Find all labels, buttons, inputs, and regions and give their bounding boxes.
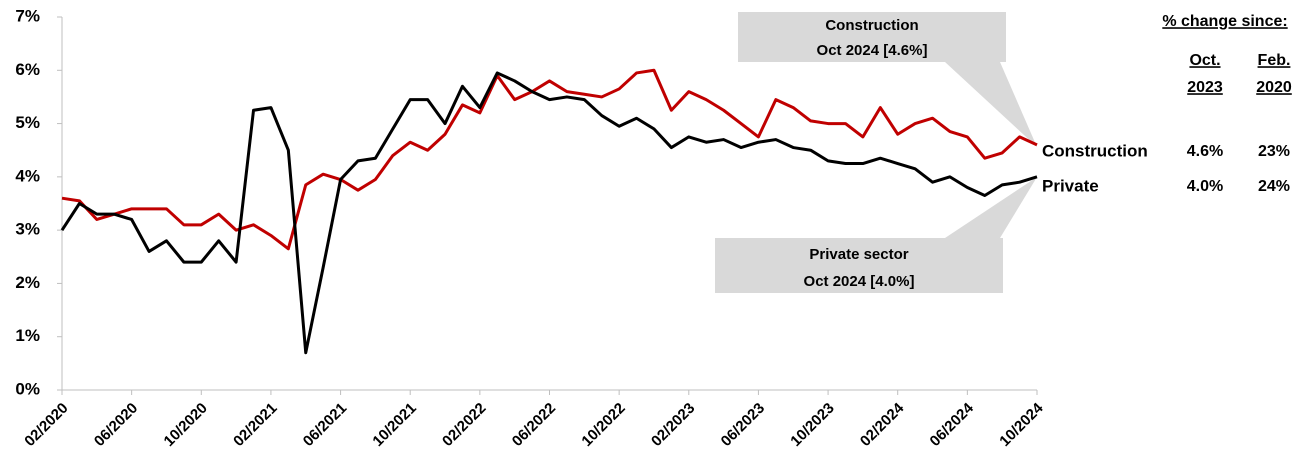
y-tick-label: 1% [15, 326, 40, 345]
x-tick-label: 10/2023 [787, 400, 837, 450]
series-line [61, 68, 1038, 251]
y-tick-label: 7% [15, 6, 40, 25]
y-tick-label: 4% [15, 166, 40, 185]
y-tick-label: 3% [15, 220, 40, 239]
y-tick-label: 5% [15, 113, 40, 132]
x-tick-label: 02/2024 [857, 399, 908, 450]
series-line [60, 71, 1038, 355]
x-tick-label: 06/2023 [718, 400, 768, 450]
table-cell: 24% [1258, 178, 1290, 195]
x-tick-label: 02/2022 [439, 400, 489, 450]
annotation: Oct 2024 [4.6%] [817, 42, 928, 59]
table-cell: 4.6% [1187, 143, 1223, 160]
y-tick-label: 0% [15, 379, 40, 398]
table-header: 2020 [1256, 79, 1292, 96]
callout-pointer [945, 62, 1037, 147]
x-tick-label: 10/2024 [996, 399, 1047, 450]
x-tick-label: 06/2024 [927, 399, 978, 450]
x-tick-label: 02/2023 [648, 400, 698, 450]
annotation: Oct 2024 [4.0%] [804, 273, 915, 290]
table-title: % change since: [1162, 13, 1287, 30]
y-tick-label: 6% [15, 60, 40, 79]
table-cell: 23% [1258, 143, 1290, 160]
table-header: 2023 [1187, 79, 1223, 96]
table-header: Feb. [1258, 52, 1291, 69]
legend-label: Private [1042, 176, 1099, 195]
x-tick-label: 06/2020 [91, 400, 141, 450]
annotation: Construction [825, 17, 918, 34]
table-header: Oct. [1189, 52, 1220, 69]
annotation: Private sector [809, 246, 908, 263]
x-tick-label: 06/2022 [509, 400, 559, 450]
x-tick-label: 10/2021 [369, 400, 419, 450]
y-tick-label: 2% [15, 273, 40, 292]
callout-box [715, 238, 1003, 293]
x-tick-label: 10/2020 [161, 400, 211, 450]
x-tick-label: 10/2022 [578, 400, 628, 450]
x-tick-label: 02/2020 [21, 400, 71, 450]
callout-pointer [945, 177, 1037, 238]
x-tick-label: 06/2021 [300, 400, 350, 450]
table-cell: 4.0% [1187, 178, 1223, 195]
callout-box [738, 12, 1006, 62]
x-tick-label: 02/2021 [230, 400, 280, 450]
legend-label: Construction [1042, 141, 1148, 160]
